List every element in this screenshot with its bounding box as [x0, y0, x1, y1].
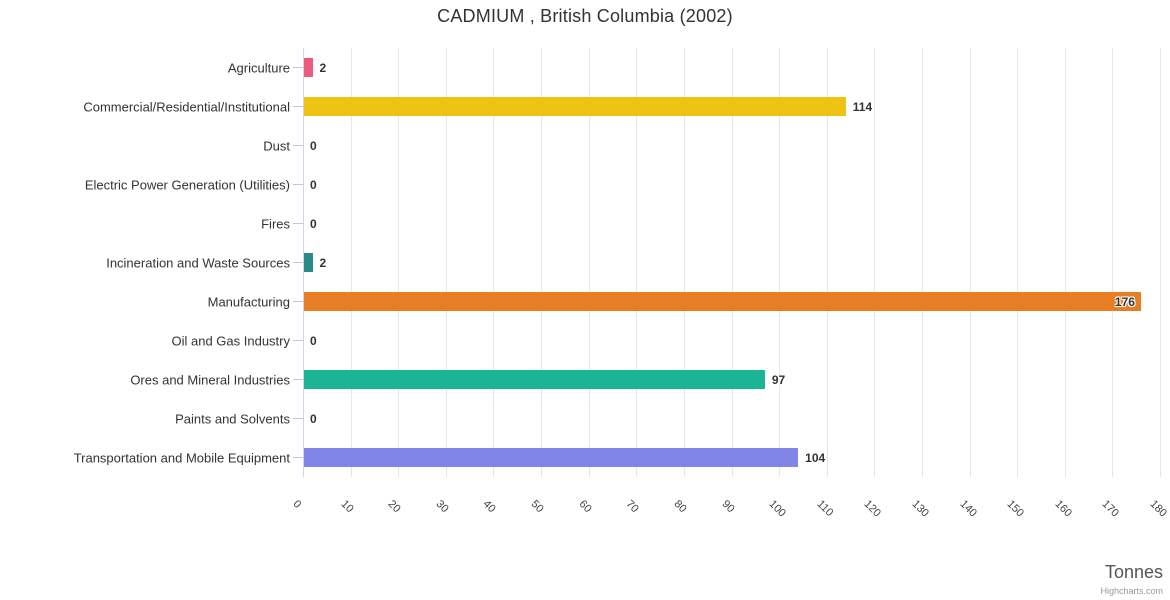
- gridline: [350, 48, 352, 477]
- gridline: [1112, 48, 1114, 477]
- category-label: Oil and Gas Industry: [171, 333, 291, 348]
- category-tick: [293, 457, 303, 458]
- x-tick-label: 0: [290, 498, 304, 511]
- gridline: [541, 48, 543, 477]
- value-label: 2: [319, 255, 327, 270]
- x-tick-label: 140: [957, 498, 979, 520]
- chart-title: CADMIUM , British Columbia (2002): [437, 6, 733, 26]
- category-tick: [293, 106, 303, 107]
- x-tick-label: 150: [1004, 498, 1027, 520]
- category-label: Transportation and Mobile Equipment: [73, 450, 290, 465]
- highcharts-credit-link[interactable]: Highcharts.com: [1100, 586, 1163, 596]
- gridline: [969, 48, 971, 477]
- bar[interactable]: [304, 58, 313, 77]
- gridline: [1160, 48, 1161, 477]
- bar[interactable]: [304, 448, 799, 467]
- value-label: 176: [1114, 294, 1135, 309]
- value-label: 0: [310, 411, 317, 426]
- x-tick-label: 30: [433, 498, 451, 516]
- category-axis-line: [303, 48, 304, 477]
- gridline: [779, 48, 781, 477]
- category-tick: [293, 184, 303, 185]
- x-tick-label: 80: [671, 498, 689, 516]
- x-tick-label: 40: [480, 498, 499, 516]
- category-label: Ores and Mineral Industries: [130, 372, 290, 387]
- bar[interactable]: [304, 370, 765, 389]
- x-tick-label: 130: [909, 498, 931, 520]
- value-label: 97: [771, 372, 786, 387]
- category-label: Fires: [261, 216, 290, 231]
- value-label: 0: [310, 216, 317, 231]
- x-tick-label: 110: [814, 498, 836, 519]
- x-axis-title: Tonnes: [1104, 562, 1163, 582]
- category-label: Agriculture: [227, 60, 290, 75]
- value-label: 0: [310, 177, 317, 192]
- value-label: 0: [310, 333, 317, 348]
- gridline: [493, 48, 495, 477]
- x-tick-label: 170: [1099, 498, 1122, 520]
- x-tick-label: 120: [861, 498, 884, 520]
- category-label: Electric Power Generation (Utilities): [84, 177, 290, 192]
- x-tick-label: 180: [1147, 498, 1169, 520]
- x-tick-label: 60: [576, 498, 594, 516]
- gridline: [636, 48, 638, 477]
- gridline: [683, 48, 685, 477]
- category-tick: [293, 145, 303, 146]
- gridline: [874, 48, 876, 477]
- category-label: Incineration and Waste Sources: [106, 255, 290, 270]
- category-label: Commercial/Residential/Institutional: [83, 99, 290, 114]
- category-tick: [293, 418, 303, 419]
- gridline: [826, 48, 828, 477]
- bar[interactable]: [304, 292, 1141, 311]
- x-tick-label: 100: [766, 498, 789, 520]
- category-label: Manufacturing: [207, 294, 290, 309]
- category-label: Dust: [263, 138, 290, 153]
- category-tick: [293, 67, 303, 68]
- category-tick: [293, 223, 303, 224]
- gridline: [1064, 48, 1066, 477]
- category-label: Paints and Solvents: [175, 411, 290, 426]
- value-label: 0: [310, 138, 317, 153]
- x-tick-label: 20: [385, 498, 403, 516]
- value-label: 114: [852, 99, 873, 114]
- gridline: [1017, 48, 1019, 477]
- gridline: [921, 48, 923, 477]
- x-tick-label: 70: [623, 498, 641, 516]
- category-tick: [293, 340, 303, 341]
- category-tick: [293, 262, 303, 263]
- gridline: [398, 48, 400, 477]
- gridline: [731, 48, 733, 477]
- x-tick-label: 50: [528, 498, 546, 516]
- x-tick-label: 90: [719, 498, 737, 516]
- bar[interactable]: [304, 253, 313, 272]
- category-tick: [293, 379, 303, 380]
- gridline: [445, 48, 447, 477]
- value-label: 104: [805, 450, 826, 465]
- x-tick-label: 10: [338, 498, 356, 516]
- category-tick: [293, 301, 303, 302]
- bar[interactable]: [304, 97, 846, 116]
- x-tick-label: 160: [1052, 498, 1074, 520]
- gridline: [588, 48, 590, 477]
- value-label: 2: [319, 60, 327, 75]
